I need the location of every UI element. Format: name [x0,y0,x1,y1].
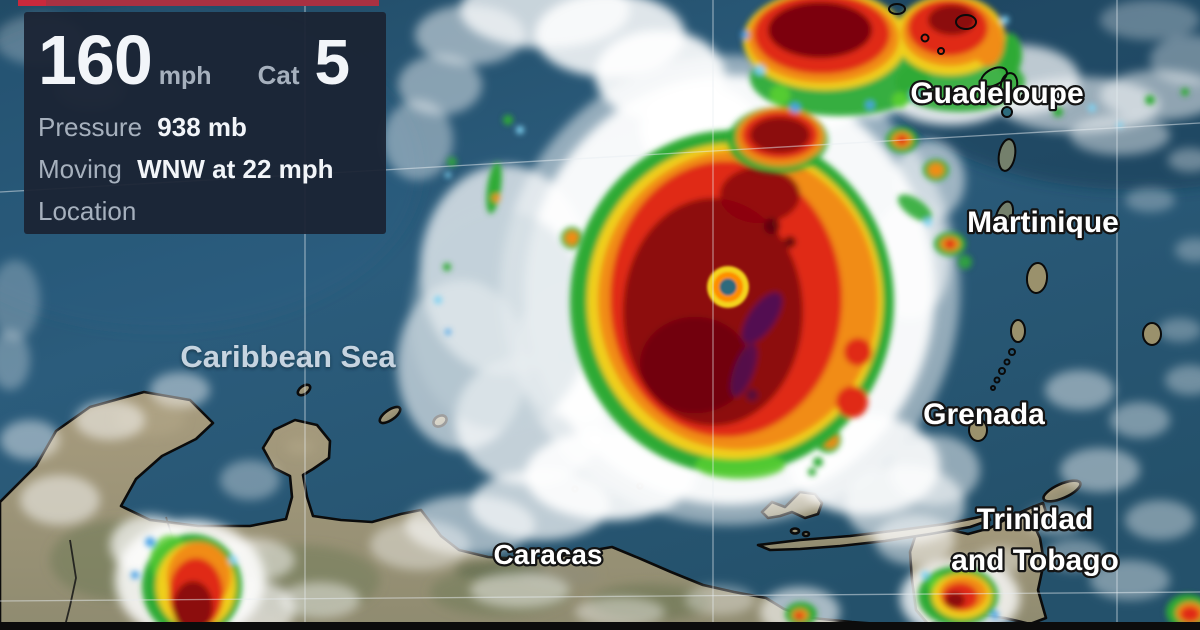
video-progress-cap [18,0,46,6]
wind-speed-value: 160 [38,21,153,99]
martinique-island [993,200,1015,234]
location-label: Location [38,196,137,226]
pressure-label: Pressure [38,112,143,142]
north-convection-cluster [728,0,1025,173]
storm-info-panel: 160 mph Cat 5 Pressure 938 mb Moving WNW… [24,12,386,234]
map-label-trinidad-line2: and Tobago [951,544,1119,577]
antigua-island [955,14,977,30]
st-lucia-island [1025,262,1049,294]
sea-label: Caribbean Sea [180,339,396,374]
map-label-guadeloupe: Guadeloupe [910,77,1083,110]
st-vincent-island [1010,319,1026,343]
grenada-island [968,418,988,442]
barbados-island [1142,322,1162,346]
map-label-martinique: Martinique [967,206,1119,239]
video-progress-fill [18,0,379,6]
island-chain [888,3,1162,442]
map-label-grenada: Grenada [923,398,1045,431]
pressure-value: 938 mb [157,112,247,142]
category-label: Cat [257,60,300,90]
video-progress-bar[interactable] [18,0,1200,6]
dominica-island [997,138,1017,172]
barbuda-island [888,3,906,15]
aruba-island [296,383,312,397]
category-value: 5 [314,26,351,98]
location-row: Location [38,196,372,226]
wind-speed-unit: mph [158,62,212,90]
storm-headline-row: 160 mph Cat 5 [38,20,372,100]
guadeloupe-island [980,66,1008,88]
pressure-row: Pressure 938 mb [38,112,372,142]
movement-row: Moving WNW at 22 mph [38,154,372,184]
map-label-trinidad-line1: Trinidad [977,503,1094,536]
curacao-island [378,405,402,425]
radar-cells [131,88,1200,630]
map-labels: Caribbean Sea Guadeloupe Martinique Gren… [180,75,1121,580]
movement-label: Moving [38,154,122,184]
hurricane-eye [707,266,749,308]
map-label-caracas: Caracas [494,539,603,570]
letterbox-bar [0,622,1200,630]
movement-value: WNW at 22 mph [137,154,334,184]
